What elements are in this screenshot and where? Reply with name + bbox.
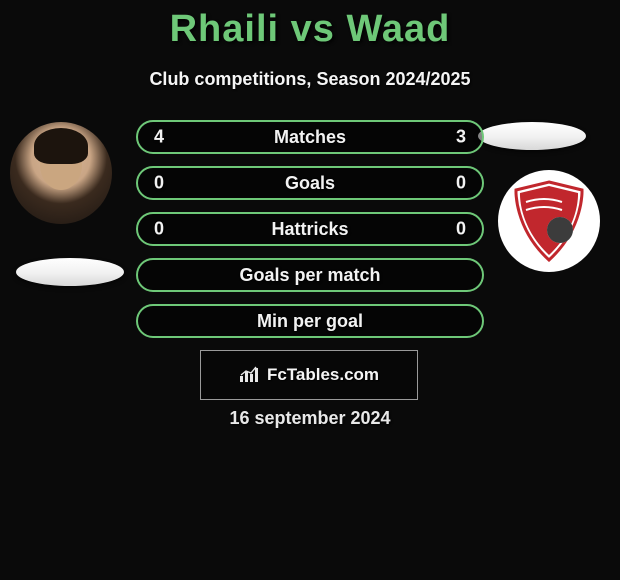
team-right-ellipse: [478, 122, 586, 150]
stat-label: Hattricks: [271, 219, 348, 240]
stat-label: Matches: [274, 127, 346, 148]
page-title: Rhaili vs Waad: [0, 0, 620, 51]
stat-row-matches: 4 Matches 3: [136, 120, 484, 154]
stat-right-value: 0: [456, 219, 466, 240]
team-left-ellipse: [16, 258, 124, 286]
stat-row-hattricks: 0 Hattricks 0: [136, 212, 484, 246]
stat-row-min-per-goal: Min per goal: [136, 304, 484, 338]
stat-row-goals: 0 Goals 0: [136, 166, 484, 200]
watermark-text: FcTables.com: [267, 365, 379, 385]
stat-left-value: 0: [154, 173, 164, 194]
team-right-badge: [498, 170, 600, 272]
stat-left-value: 4: [154, 127, 164, 148]
stat-right-value: 3: [456, 127, 466, 148]
stat-label: Goals per match: [239, 265, 380, 286]
stat-left-value: 0: [154, 219, 164, 240]
stats-rows: 4 Matches 3 0 Goals 0 0 Hattricks 0 Goal…: [136, 120, 484, 350]
date-text: 16 september 2024: [0, 408, 620, 429]
shield-icon: [512, 180, 586, 262]
bar-chart-icon: [239, 366, 261, 384]
page-subtitle: Club competitions, Season 2024/2025: [0, 69, 620, 90]
stat-right-value: 0: [456, 173, 466, 194]
player-left-avatar: [10, 122, 112, 224]
stat-row-goals-per-match: Goals per match: [136, 258, 484, 292]
stat-label: Goals: [285, 173, 335, 194]
watermark: FcTables.com: [200, 350, 418, 400]
stat-label: Min per goal: [257, 311, 363, 332]
